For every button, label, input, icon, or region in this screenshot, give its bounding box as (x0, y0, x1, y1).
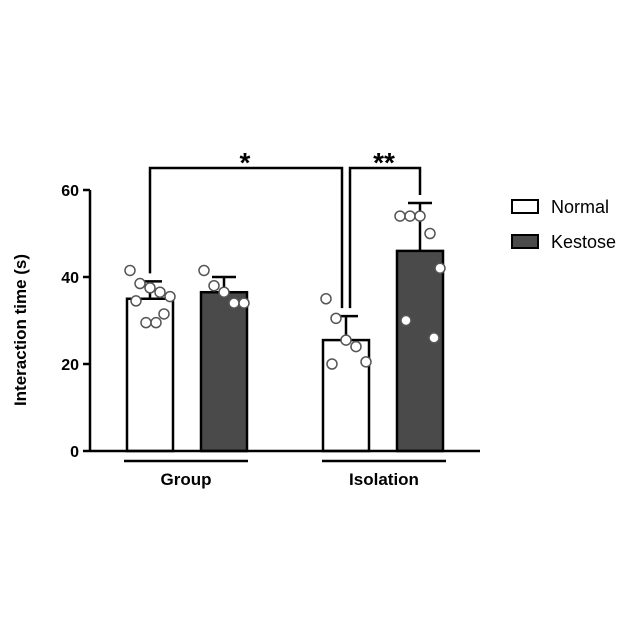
bars-layer (127, 203, 443, 451)
data-point (141, 318, 151, 328)
y-tick-label: 20 (61, 357, 79, 374)
data-point (229, 298, 239, 308)
legend-label-kestose: Kestose (551, 232, 616, 252)
data-point (435, 263, 445, 273)
bracket-group-vs-isolation (150, 168, 342, 308)
legend: Normal Kestose (512, 197, 616, 252)
bar-kestose-isolation (397, 251, 443, 451)
data-point (151, 318, 161, 328)
y-tick-label: 40 (61, 270, 79, 287)
data-point (405, 211, 415, 221)
data-point (429, 333, 439, 343)
data-point (341, 335, 351, 345)
data-point (131, 296, 141, 306)
y-tick-label: 0 (70, 444, 79, 461)
data-point (327, 359, 337, 369)
y-tick-label: 60 (61, 183, 79, 200)
data-point (125, 265, 135, 275)
data-point (135, 279, 145, 289)
data-point (351, 342, 361, 352)
data-point (239, 298, 249, 308)
data-point (165, 292, 175, 302)
data-point (159, 309, 169, 319)
legend-swatch-kestose (512, 235, 538, 248)
data-point (395, 211, 405, 221)
significance-star: * (240, 147, 251, 178)
data-point (415, 211, 425, 221)
data-point (219, 287, 229, 297)
legend-swatch-normal (512, 200, 538, 213)
data-point (331, 313, 341, 323)
y-ticks: 0 20 40 60 (61, 183, 90, 461)
group-label-isolation: Isolation (349, 470, 419, 489)
data-point (145, 283, 155, 293)
significance-brackets: *** (150, 147, 420, 308)
data-point (209, 281, 219, 291)
data-point (361, 357, 371, 367)
bar-normal-isolation (323, 340, 369, 451)
bar-kestose-group (201, 292, 247, 451)
data-point (155, 287, 165, 297)
group-labels: Group Isolation (124, 461, 446, 489)
group-label-group: Group (161, 470, 212, 489)
data-point (425, 229, 435, 239)
y-axis-label: Interaction time (s) (11, 254, 30, 406)
significance-double-star: ** (373, 147, 395, 178)
data-point (401, 316, 411, 326)
data-point (199, 265, 209, 275)
data-point (321, 294, 331, 304)
legend-label-normal: Normal (551, 197, 609, 217)
